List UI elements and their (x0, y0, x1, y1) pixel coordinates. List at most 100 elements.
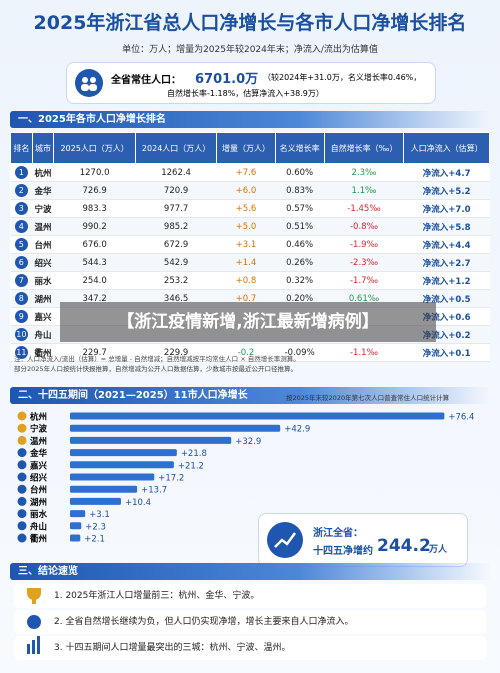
table-cell: 舟山 (32, 325, 54, 344)
category-label: 宁波 (30, 424, 48, 435)
bar (70, 473, 155, 481)
table-cell: 净流入+4.4 (403, 235, 490, 254)
note: 部分2025年人口按统计快报推算，自然增减为公开人口数据估算，少数城市按最近公开… (14, 365, 298, 373)
table-cell: 丽水 (32, 271, 54, 290)
column-header: 名义增长率 (274, 132, 325, 164)
category-label: 衢州 (30, 534, 47, 545)
value-label: +2.1 (84, 535, 105, 545)
table-cell: 253.2 (135, 271, 217, 290)
table-cell: 1262.4 (135, 163, 217, 182)
column-header: 2024人口（万人） (134, 132, 218, 164)
table-cell: +7.6 (216, 163, 276, 182)
summary-box: 全省常住人口： 6701.0万 （较2024年+31.0万，名义增长率0.46%… (66, 62, 436, 104)
table-cell: +5.6 (216, 199, 276, 218)
total-value: 244.2 (377, 536, 431, 556)
table-cell: +5.0 (216, 217, 276, 236)
value-label: +13.7 (141, 486, 167, 496)
table-row: 1 杭州 1270.0 1262.4 +7.6 0.60% 2.3‰ 净流入+4.7 (10, 163, 490, 182)
column-header: 自然增长率（‰） (323, 132, 405, 164)
table-cell: -1.1‰ (324, 343, 404, 362)
bar (70, 534, 81, 542)
table-cell: 1270.0 (53, 163, 136, 182)
table-cell: 温州 (32, 217, 54, 236)
bar (70, 424, 281, 432)
value-label: +42.9 (284, 425, 310, 435)
page-title: 2025年浙江省总人口净增长与各市人口净增长排名 (33, 12, 467, 34)
bar (70, 522, 82, 530)
note: 注：人口净流入/流出（估算）= 总增量 - 自然增减；自然增减按平均常住人口 ×… (14, 355, 300, 363)
category-label: 温州 (30, 436, 47, 447)
table-cell: 672.9 (135, 235, 217, 254)
table-cell: 7 (10, 271, 33, 290)
table-cell: -1.7‰ (324, 271, 404, 290)
subtitle: 单位：万人；增量为2025年较2024年末；净流入/流出为估算值 (122, 45, 378, 55)
rank-dot (17, 435, 27, 445)
column-header: 人口净流入（估算） (403, 132, 490, 164)
table-cell: 净流入+5.8 (403, 217, 490, 236)
table-cell: 净流入+1.2 (403, 271, 490, 290)
column-header: 排名 (10, 132, 33, 164)
table-cell: 985.2 (135, 217, 217, 236)
table-cell: 1.1‰ (324, 181, 404, 200)
table-cell: 10 (10, 325, 33, 344)
table-cell: 台州 (32, 235, 54, 254)
category-label: 金华 (29, 448, 48, 459)
table-cell: 净流入+0.1 (403, 343, 490, 362)
bar (70, 485, 138, 493)
table-cell: -0.8‰ (324, 217, 404, 236)
table-cell: 0.46% (275, 235, 325, 254)
rank-badge: 4 (14, 220, 28, 233)
column-header: 增量（万人） (216, 132, 276, 164)
value-label: +21.8 (181, 449, 207, 459)
summary-line: （较2024年+31.0万，名义增长率0.46%， (263, 73, 422, 82)
table-cell: 0.83% (275, 181, 325, 200)
table-cell: 9 (10, 307, 33, 326)
conclusion: 2. 全省自然增长继续为负，但人口仍实现净增，增长主要来自人口净流入。 (14, 610, 486, 634)
table-cell: 254.0 (53, 271, 136, 290)
table-cell: 金华 (32, 181, 54, 200)
table-cell: -0.2 (216, 343, 276, 362)
conclusion-icons (27, 588, 41, 654)
table-cell: 净流入+2.7 (403, 253, 490, 272)
table-cell: 8 (10, 289, 33, 308)
value-label: +76.4 (448, 413, 474, 423)
rank-dot (17, 460, 27, 470)
value-label: +17.2 (158, 474, 184, 484)
table-cell: 净流入+4.7 (403, 163, 490, 182)
rank-dot (17, 423, 27, 433)
table-cell: 0.51% (275, 217, 325, 236)
total-box: 浙江全省： 十四五净增约 244.2 万人 (258, 513, 468, 567)
rank-badge: 11 (14, 346, 28, 359)
growth-icon (267, 522, 303, 558)
bar (70, 510, 86, 518)
column-header: 城市 (31, 132, 55, 164)
table-cell: 4 (10, 217, 33, 236)
summary-label: 全省常住人口： (111, 75, 181, 86)
category-label: 嘉兴 (29, 460, 48, 471)
rank-dot (17, 521, 27, 531)
table-cell: 544.3 (53, 253, 136, 272)
bar (70, 449, 177, 457)
table-cell: 衢州 (32, 343, 54, 362)
category-label: 丽水 (30, 509, 48, 520)
rank-badge: 6 (14, 256, 28, 269)
value-label: +10.4 (125, 498, 151, 508)
rank-dot (17, 448, 27, 458)
table-row: 6 绍兴 544.3 542.9 +1.4 0.26% -2.3‰ 净流入+2.7 (10, 253, 490, 272)
category-label: 杭州 (30, 412, 47, 423)
bar (70, 461, 174, 469)
summary-value: 6701.0万 (195, 72, 259, 87)
table-cell: 0.57% (275, 199, 325, 218)
table-cell: -1.45‰ (324, 199, 404, 218)
bar (70, 412, 445, 420)
value-label: +21.2 (178, 461, 204, 471)
table-cell: 990.2 (53, 217, 136, 236)
table-cell: 2.3‰ (324, 163, 404, 182)
bar (70, 436, 232, 444)
rank-dot (17, 509, 27, 519)
table-cell: +1.4 (216, 253, 276, 272)
table-cell: -1.9‰ (324, 235, 404, 254)
table-cell: 3 (10, 199, 33, 218)
table-cell: 绍兴 (32, 253, 54, 272)
